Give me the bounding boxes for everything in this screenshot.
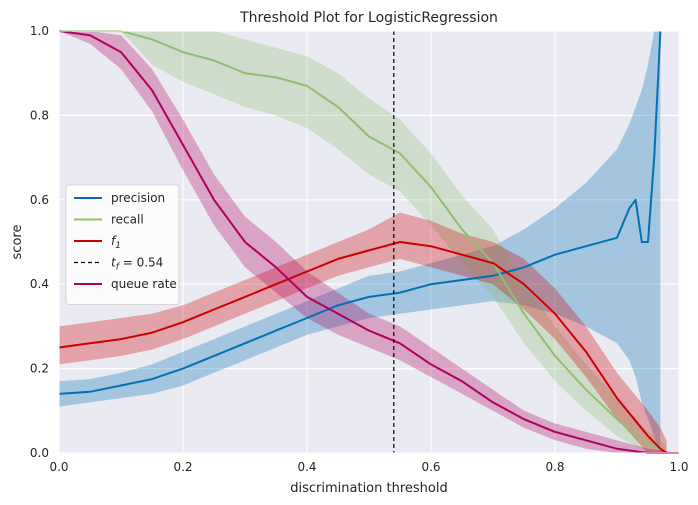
legend-label-subscript: 1 [115, 241, 121, 251]
legend-label-precision: precision [111, 191, 165, 205]
legend-label-threshold: tf = 0.54 [111, 256, 163, 273]
y-tick-label: 0.6 [30, 193, 49, 207]
legend-label-f1: f1 [111, 234, 121, 251]
x-axis-label: discrimination threshold [290, 481, 447, 496]
legend-label-text: queue rate [111, 277, 177, 291]
legend-label-text: recall [111, 213, 144, 227]
x-tick-label: 1.0 [669, 460, 688, 474]
confidence-bands [59, 31, 679, 453]
legend-box [65, 184, 180, 305]
queue-rate-line [58, 30, 679, 454]
series-lines [58, 30, 680, 454]
chart-title: Threshold Plot for LogisticRegression [239, 10, 498, 26]
legend-label-suffix: = 0.54 [119, 256, 163, 270]
x-tick-label: 0.2 [173, 460, 192, 474]
legend-label-queue-rate: queue rate [111, 277, 177, 291]
precision-line [58, 30, 662, 395]
y-tick-label: 0.0 [30, 446, 49, 460]
recall-band [59, 31, 667, 453]
y-tick-label: 0.8 [30, 108, 49, 122]
f1-band [59, 212, 667, 453]
f1-line [58, 241, 668, 454]
x-tick-label: 0.8 [545, 460, 564, 474]
legend-label-text: precision [111, 191, 165, 205]
y-tick-labels: 0.0 0.2 0.4 0.6 0.8 1.0 [30, 24, 49, 460]
y-axis-label: score [10, 225, 25, 260]
legend-label-text: t [111, 256, 117, 270]
legend-label-text: f [111, 234, 117, 248]
y-tick-label: 0.2 [30, 362, 49, 376]
x-tick-label: 0.0 [49, 460, 68, 474]
precision-band [59, 31, 661, 453]
y-tick-label: 0.4 [30, 277, 49, 291]
recall-line [59, 30, 668, 454]
x-tick-label: 0.4 [297, 460, 316, 474]
legend-label-subscript: f [116, 263, 121, 273]
y-tick-label: 1.0 [30, 24, 49, 38]
plot-frame [58, 30, 680, 454]
x-tick-label: 0.6 [421, 460, 440, 474]
x-tick-labels: 0.0 0.2 0.4 0.6 0.8 1.0 [49, 460, 688, 474]
legend-label-recall: recall [111, 213, 144, 227]
